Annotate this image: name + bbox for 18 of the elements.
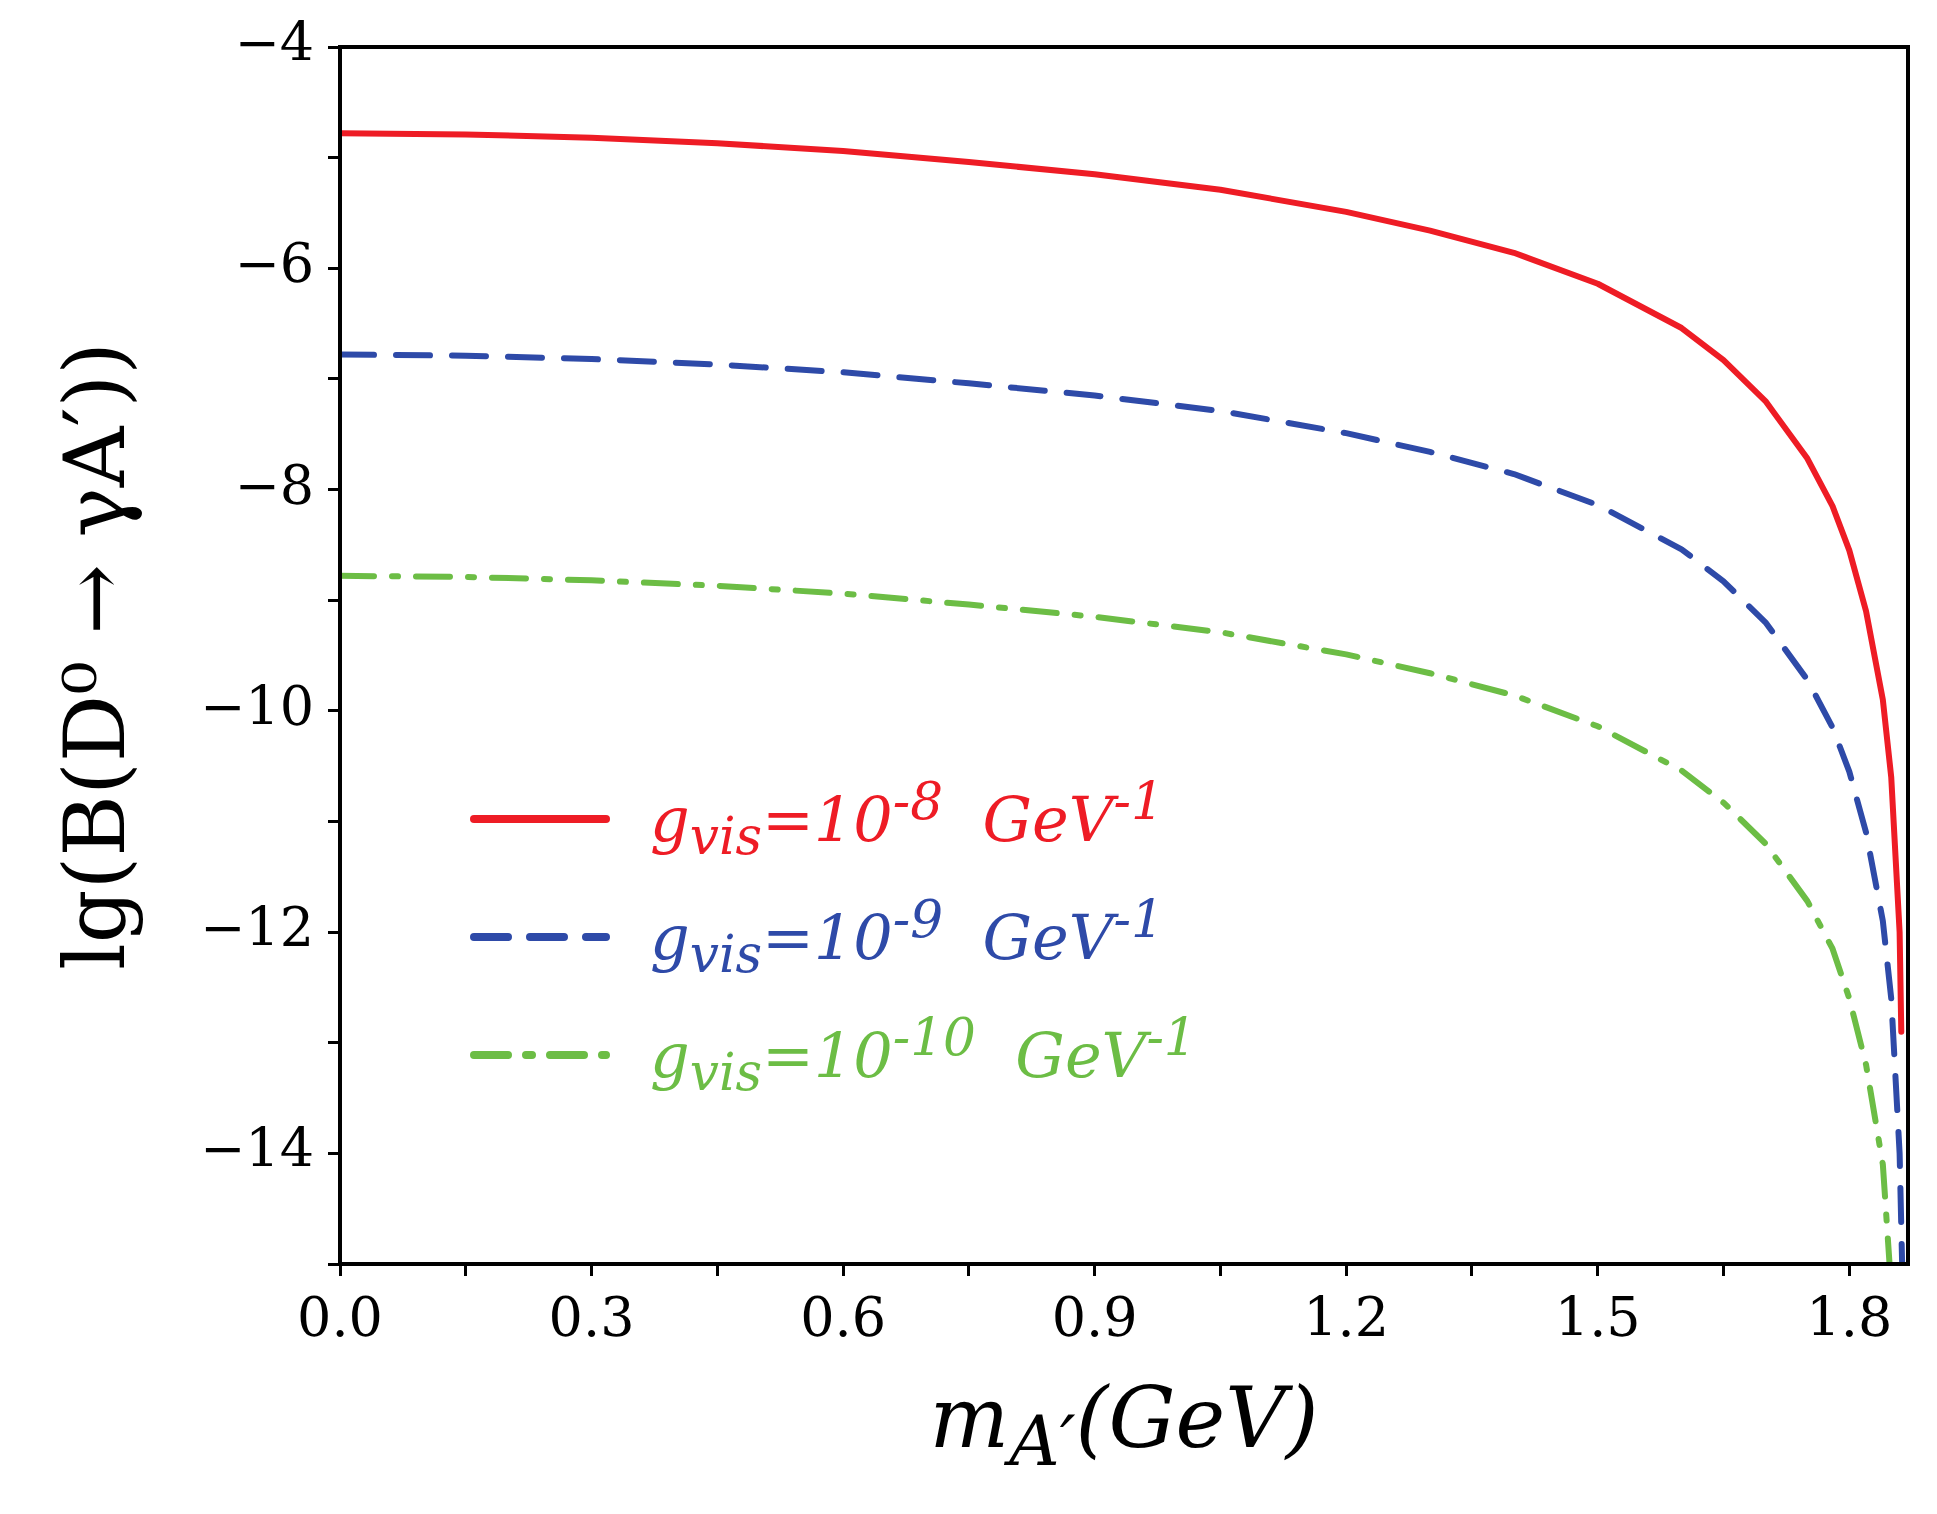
x-tick-label: 0.3 — [548, 1286, 635, 1350]
legend-label: g$_{vis}$=10$^{-10}$ GeV$^{-1}$ — [650, 1007, 1197, 1103]
y-axis-title: lg(B(D⁰ → γA′)) — [46, 341, 145, 970]
y-tick-label: −6 — [234, 232, 314, 296]
y-tick-label: −8 — [234, 453, 314, 517]
x-axis-title: m$_{A′}$(GeV) — [929, 1369, 1319, 1482]
x-tick-label: 0.9 — [1051, 1286, 1138, 1350]
y-tick-label: −10 — [200, 674, 314, 738]
legend-label: g$_{vis}$=10$^{-9}$ GeV$^{-1}$ — [650, 889, 1164, 985]
x-tick-label: 0.6 — [800, 1286, 887, 1350]
y-tick-label: −12 — [200, 896, 314, 960]
x-tick-label: 1.2 — [1303, 1286, 1390, 1350]
y-tick-label: −4 — [234, 11, 314, 75]
legend-label: g$_{vis}$=10$^{-8}$ GeV$^{-1}$ — [650, 771, 1164, 867]
x-tick-label: 1.8 — [1806, 1286, 1893, 1350]
y-tick-label: −14 — [200, 1117, 314, 1181]
x-tick-label: 1.5 — [1554, 1286, 1641, 1350]
x-tick-label: 0.0 — [297, 1286, 383, 1350]
